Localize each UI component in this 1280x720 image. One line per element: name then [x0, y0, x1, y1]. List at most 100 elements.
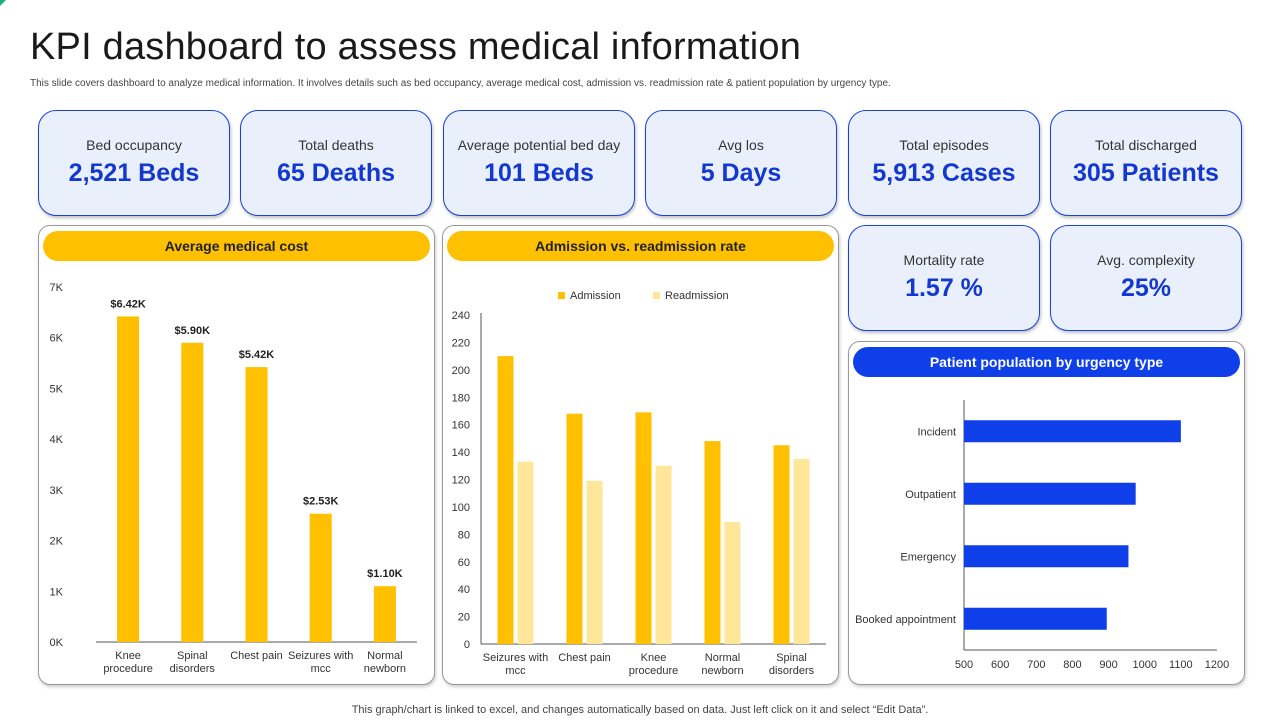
legend-label: Admission: [570, 290, 621, 302]
y-tick-label: 0K: [50, 637, 64, 649]
x-tick-label: Normal: [705, 652, 740, 664]
bar: [964, 607, 1107, 630]
x-tick-label: procedure: [629, 665, 679, 677]
data-label: $5.90K: [175, 325, 211, 337]
kpi-card-mortality-rate[interactable]: Mortality rate 1.57 %: [848, 225, 1040, 331]
x-tick-label: Chest pain: [230, 650, 283, 662]
admission-readmission-chart[interactable]: 020406080100120140160180200220240Admissi…: [443, 226, 840, 686]
kpi-label: Avg. complexity: [1097, 252, 1195, 268]
bar: [117, 316, 140, 642]
x-tick-label: Knee: [115, 650, 141, 662]
kpi-card-total-deaths[interactable]: Total deaths 65 Deaths: [240, 110, 432, 216]
y-tick-label: 5K: [50, 383, 64, 395]
kpi-value: 5 Days: [700, 159, 782, 187]
y-tick-label: 2K: [50, 536, 64, 548]
bar: [964, 482, 1136, 505]
y-tick-label: 80: [458, 529, 470, 541]
bar: [773, 445, 790, 644]
kpi-card-average-potential-bed-day[interactable]: Average potential bed day 101 Beds: [443, 110, 635, 216]
kpi-card-bed-occupancy[interactable]: Bed occupancy 2,521 Beds: [38, 110, 230, 216]
y-tick-label: 40: [458, 584, 470, 596]
kpi-value: 65 Deaths: [276, 159, 396, 187]
bar: [964, 545, 1129, 568]
y-tick-label: 1K: [50, 586, 64, 598]
x-tick-label: mcc: [505, 665, 526, 677]
x-tick-label: 500: [955, 659, 973, 671]
kpi-card-avg-los[interactable]: Avg los 5 Days: [645, 110, 837, 216]
x-tick-label: Normal: [367, 650, 402, 662]
y-tick-label: 220: [452, 337, 470, 349]
bar: [964, 420, 1181, 443]
y-tick-label: 60: [458, 557, 470, 569]
x-tick-label: 800: [1063, 659, 1081, 671]
y-tick-label: Emergency: [900, 551, 956, 563]
y-tick-label: 0: [464, 639, 470, 651]
legend-label: Readmission: [665, 290, 729, 302]
kpi-value: 305 Patients: [1073, 159, 1219, 187]
kpi-label: Mortality rate: [903, 252, 985, 268]
y-tick-label: Booked appointment: [855, 614, 956, 626]
bar: [724, 521, 741, 644]
y-tick-label: 180: [452, 392, 470, 404]
bar: [373, 586, 396, 642]
corner-accent: [0, 0, 6, 6]
x-tick-label: Knee: [641, 652, 667, 664]
bar: [586, 480, 603, 644]
kpi-value: 2,521 Beds: [68, 159, 200, 187]
x-tick-label: newborn: [364, 663, 406, 675]
page-title: KPI dashboard to assess medical informat…: [30, 26, 802, 68]
kpi-value: 101 Beds: [484, 159, 594, 187]
patient-population-panel: Patient population by urgency type 500 60…: [848, 341, 1245, 685]
bar: [704, 441, 721, 644]
kpi-label: Total episodes: [899, 137, 989, 153]
y-tick-label: 6K: [50, 333, 64, 345]
data-label: $5.42K: [239, 349, 275, 361]
x-tick-label: Spinal: [776, 652, 807, 664]
y-tick-label: Outpatient: [905, 489, 956, 501]
y-tick-label: 7K: [50, 282, 64, 294]
legend-swatch: [558, 292, 565, 299]
y-tick-label: 100: [452, 502, 470, 514]
bar: [497, 356, 514, 644]
bar: [181, 342, 204, 642]
bar: [635, 412, 652, 644]
kpi-card-total-episodes[interactable]: Total episodes 5,913 Cases: [848, 110, 1040, 216]
page-subtitle: This slide covers dashboard to analyze m…: [30, 78, 891, 89]
x-tick-label: mcc: [311, 663, 332, 675]
panel-title: Average medical cost: [43, 231, 430, 261]
y-tick-label: 120: [452, 475, 470, 487]
kpi-label: Total discharged: [1095, 137, 1197, 153]
bar: [655, 465, 672, 644]
footer-note: This graph/chart is linked to excel, and…: [351, 704, 929, 716]
kpi-value: 5,913 Cases: [872, 159, 1016, 187]
bar: [245, 367, 268, 642]
kpi-label: Avg los: [718, 137, 764, 153]
y-tick-label: 4K: [50, 434, 64, 446]
admission-readmission-panel: Admission vs. readmission rate 0 20 40 60 80…: [442, 225, 839, 685]
x-tick-label: newborn: [701, 665, 743, 677]
data-label: $1.10K: [367, 568, 403, 580]
y-tick-label: 140: [452, 447, 470, 459]
patient-population-chart[interactable]: 500 600 700 800 900 1000 1100 1200 Incident Outpa…: [849, 342, 1246, 686]
x-tick-label: Seizures with: [483, 652, 548, 664]
y-tick-label: 160: [452, 420, 470, 432]
x-tick-label: 700: [1027, 659, 1045, 671]
data-label: $2.53K: [303, 496, 339, 508]
panel-title: Admission vs. readmission rate: [447, 231, 834, 261]
x-tick-label: 1200: [1205, 659, 1229, 671]
x-tick-label: Spinal: [177, 650, 208, 662]
x-tick-label: disorders: [769, 665, 815, 677]
x-tick-label: Seizures with: [288, 650, 353, 662]
kpi-label: Bed occupancy: [86, 137, 182, 153]
x-tick-label: 1100: [1169, 659, 1193, 671]
x-tick-label: 1000: [1132, 659, 1156, 671]
legend-swatch: [653, 292, 660, 299]
data-label: $6.42K: [110, 298, 146, 310]
x-tick-label: disorders: [170, 663, 216, 675]
bar: [309, 513, 332, 642]
kpi-card-avg-complexity[interactable]: Avg. complexity 25%: [1050, 225, 1242, 331]
kpi-card-total-discharged[interactable]: Total discharged 305 Patients: [1050, 110, 1242, 216]
kpi-value: 25%: [1120, 274, 1172, 302]
x-tick-label: procedure: [103, 663, 153, 675]
